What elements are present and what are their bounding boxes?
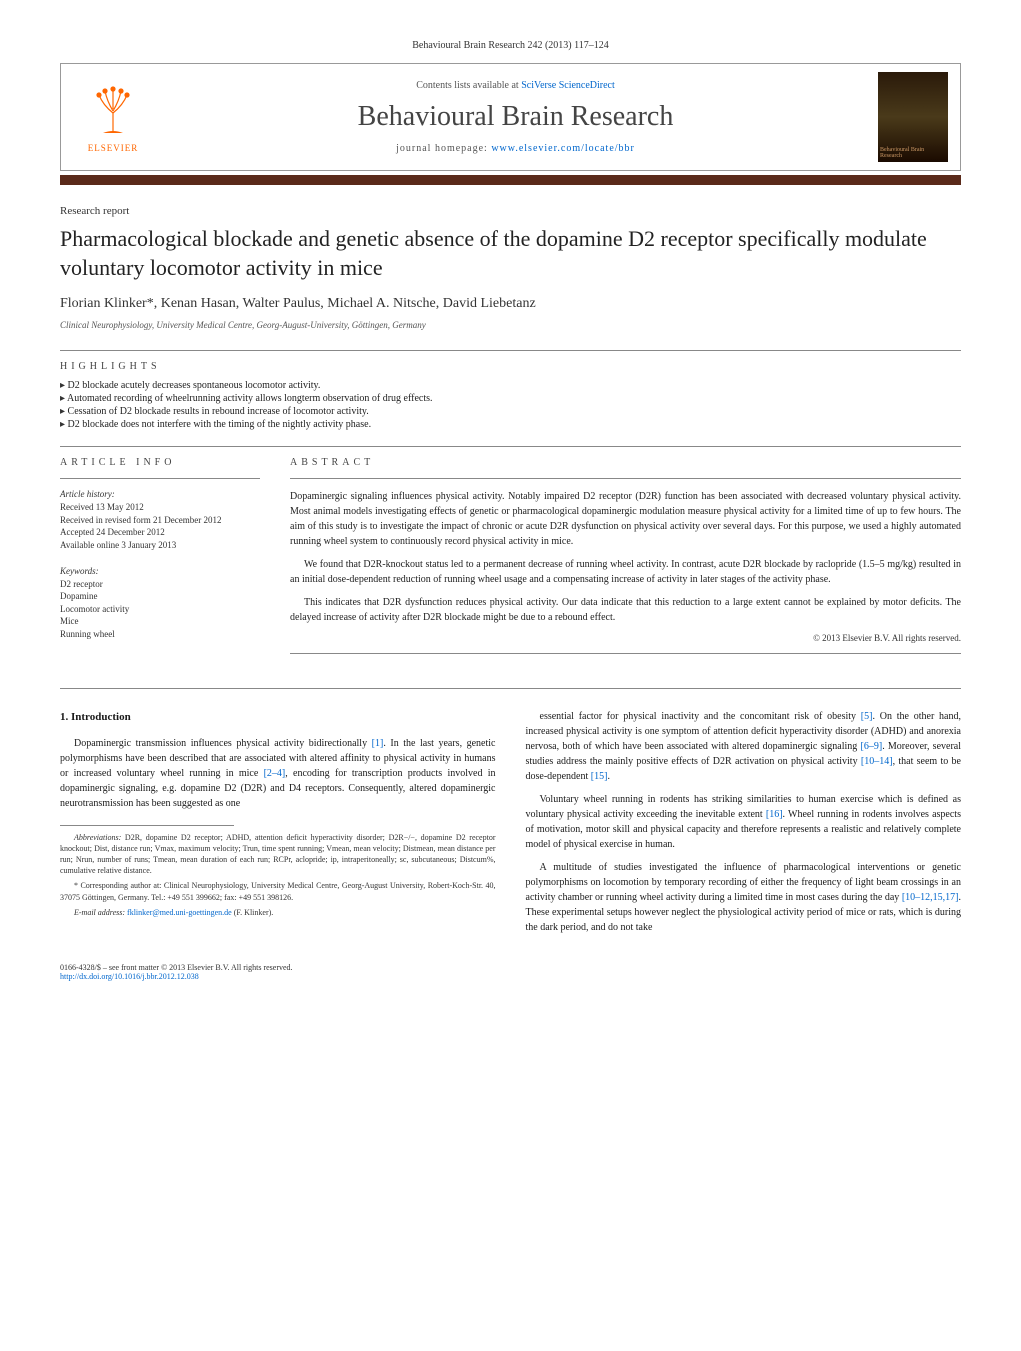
article-history: Article history: Received 13 May 2012 Re… [60, 489, 260, 551]
divider [60, 478, 260, 479]
issn-line: 0166-4328/$ – see front matter © 2013 El… [60, 963, 961, 972]
citation-link[interactable]: [16] [766, 809, 783, 820]
citation-link[interactable]: [2–4] [264, 768, 286, 779]
text: . [607, 771, 610, 782]
homepage-link[interactable]: www.elsevier.com/locate/bbr [491, 143, 635, 154]
keywords-title: Keywords: [60, 566, 260, 576]
abstract-p3: This indicates that D2R dysfunction redu… [290, 595, 961, 625]
elsevier-logo: ELSEVIER [73, 72, 153, 162]
citation-link[interactable]: [6–9] [861, 741, 883, 752]
history-accepted: Accepted 24 December 2012 [60, 526, 260, 539]
abstract-text: Dopaminergic signaling influences physic… [290, 489, 961, 625]
email-suffix: (F. Klinker). [232, 908, 274, 917]
intro-heading: 1. Introduction [60, 709, 496, 726]
article-info-label: ARTICLE INFO [60, 457, 260, 468]
history-revised: Received in revised form 21 December 201… [60, 514, 260, 527]
journal-homepage: journal homepage: www.elsevier.com/locat… [153, 143, 878, 154]
body-paragraph: essential factor for physical inactivity… [526, 709, 962, 784]
abstract-col: ABSTRACT Dopaminergic signaling influenc… [290, 457, 961, 664]
footnotes: Abbreviations: D2R, dopamine D2 receptor… [60, 832, 496, 918]
divider [290, 478, 961, 479]
page-footer: 0166-4328/$ – see front matter © 2013 El… [60, 963, 961, 981]
journal-title: Behavioural Brain Research [153, 101, 878, 133]
divider [290, 653, 961, 654]
text: essential factor for physical inactivity… [540, 711, 861, 722]
body-paragraph: Dopaminergic transmission influences phy… [60, 736, 496, 811]
citation-link[interactable]: [5] [861, 711, 873, 722]
journal-reference: Behavioural Brain Research 242 (2013) 11… [60, 40, 961, 51]
keyword: Locomotor activity [60, 603, 260, 616]
citation-link[interactable]: [15] [591, 771, 608, 782]
journal-cover-thumb: Behavioural Brain Research [878, 72, 948, 162]
keyword: Mice [60, 615, 260, 628]
abbrev-text: D2R, dopamine D2 receptor; ADHD, attenti… [60, 833, 496, 876]
info-abstract-row: ARTICLE INFO Article history: Received 1… [60, 457, 961, 664]
history-title: Article history: [60, 489, 260, 499]
text: A multitude of studies investigated the … [526, 862, 962, 903]
affiliation: Clinical Neurophysiology, University Med… [60, 320, 961, 330]
elsevier-tree-icon [83, 81, 143, 141]
article-type: Research report [60, 205, 961, 217]
abstract-p1: Dopaminergic signaling influences physic… [290, 489, 961, 549]
header-center: Contents lists available at SciVerse Sci… [153, 80, 878, 154]
highlight-item: D2 blockade acutely decreases spontaneou… [60, 380, 961, 391]
footnote-divider [60, 825, 234, 826]
homepage-prefix: journal homepage: [396, 143, 491, 154]
body-paragraph: A multitude of studies investigated the … [526, 860, 962, 935]
highlight-item: D2 blockade does not interfere with the … [60, 419, 961, 430]
contents-available: Contents lists available at SciVerse Sci… [153, 80, 878, 91]
email-label: E-mail address: [74, 908, 127, 917]
journal-header: ELSEVIER Contents lists available at Sci… [60, 63, 961, 171]
cover-thumb-title: Behavioural Brain Research [878, 145, 948, 162]
divider [60, 350, 961, 351]
email-link[interactable]: fklinker@med.uni-goettingen.de [127, 908, 232, 917]
keyword: Running wheel [60, 628, 260, 641]
elsevier-label: ELSEVIER [88, 143, 139, 153]
keyword: D2 receptor [60, 578, 260, 591]
body-paragraph: Voluntary wheel running in rodents has s… [526, 792, 962, 852]
article-info-col: ARTICLE INFO Article history: Received 1… [60, 457, 260, 664]
keyword: Dopamine [60, 590, 260, 603]
abstract-p2: We found that D2R-knockout status led to… [290, 557, 961, 587]
article-title: Pharmacological blockade and genetic abs… [60, 225, 961, 282]
highlights-label: HIGHLIGHTS [60, 361, 961, 372]
divider [60, 446, 961, 447]
highlight-item: Automated recording of wheelrunning acti… [60, 393, 961, 404]
history-received: Received 13 May 2012 [60, 501, 260, 514]
citation-link[interactable]: [10–14] [861, 756, 893, 767]
highlight-item: Cessation of D2 blockade results in rebo… [60, 406, 961, 417]
text: Dopaminergic transmission influences phy… [74, 738, 372, 749]
citation-link[interactable]: [10–12,15,17] [902, 892, 959, 903]
left-column: 1. Introduction Dopaminergic transmissio… [60, 709, 496, 943]
abstract-copyright: © 2013 Elsevier B.V. All rights reserved… [290, 633, 961, 643]
citation-link[interactable]: [1] [372, 738, 384, 749]
contents-prefix: Contents lists available at [416, 80, 521, 91]
abbreviations-footnote: Abbreviations: D2R, dopamine D2 receptor… [60, 832, 496, 877]
body-columns: 1. Introduction Dopaminergic transmissio… [60, 709, 961, 943]
abbrev-label: Abbreviations: [74, 833, 121, 842]
corresponding-author-footnote: * Corresponding author at: Clinical Neur… [60, 880, 496, 902]
authors: Florian Klinker*, Kenan Hasan, Walter Pa… [60, 296, 961, 312]
header-bottom-bar [60, 175, 961, 185]
email-footnote: E-mail address: fklinker@med.uni-goettin… [60, 907, 496, 918]
right-column: essential factor for physical inactivity… [526, 709, 962, 943]
abstract-label: ABSTRACT [290, 457, 961, 468]
sciencedirect-link[interactable]: SciVerse ScienceDirect [521, 80, 615, 91]
history-online: Available online 3 January 2013 [60, 539, 260, 552]
corr-label: * Corresponding author at: [74, 881, 161, 890]
highlights-list: D2 blockade acutely decreases spontaneou… [60, 380, 961, 430]
divider [60, 688, 961, 689]
keywords-block: Keywords: D2 receptor Dopamine Locomotor… [60, 566, 260, 641]
doi-link[interactable]: http://dx.doi.org/10.1016/j.bbr.2012.12.… [60, 972, 199, 981]
